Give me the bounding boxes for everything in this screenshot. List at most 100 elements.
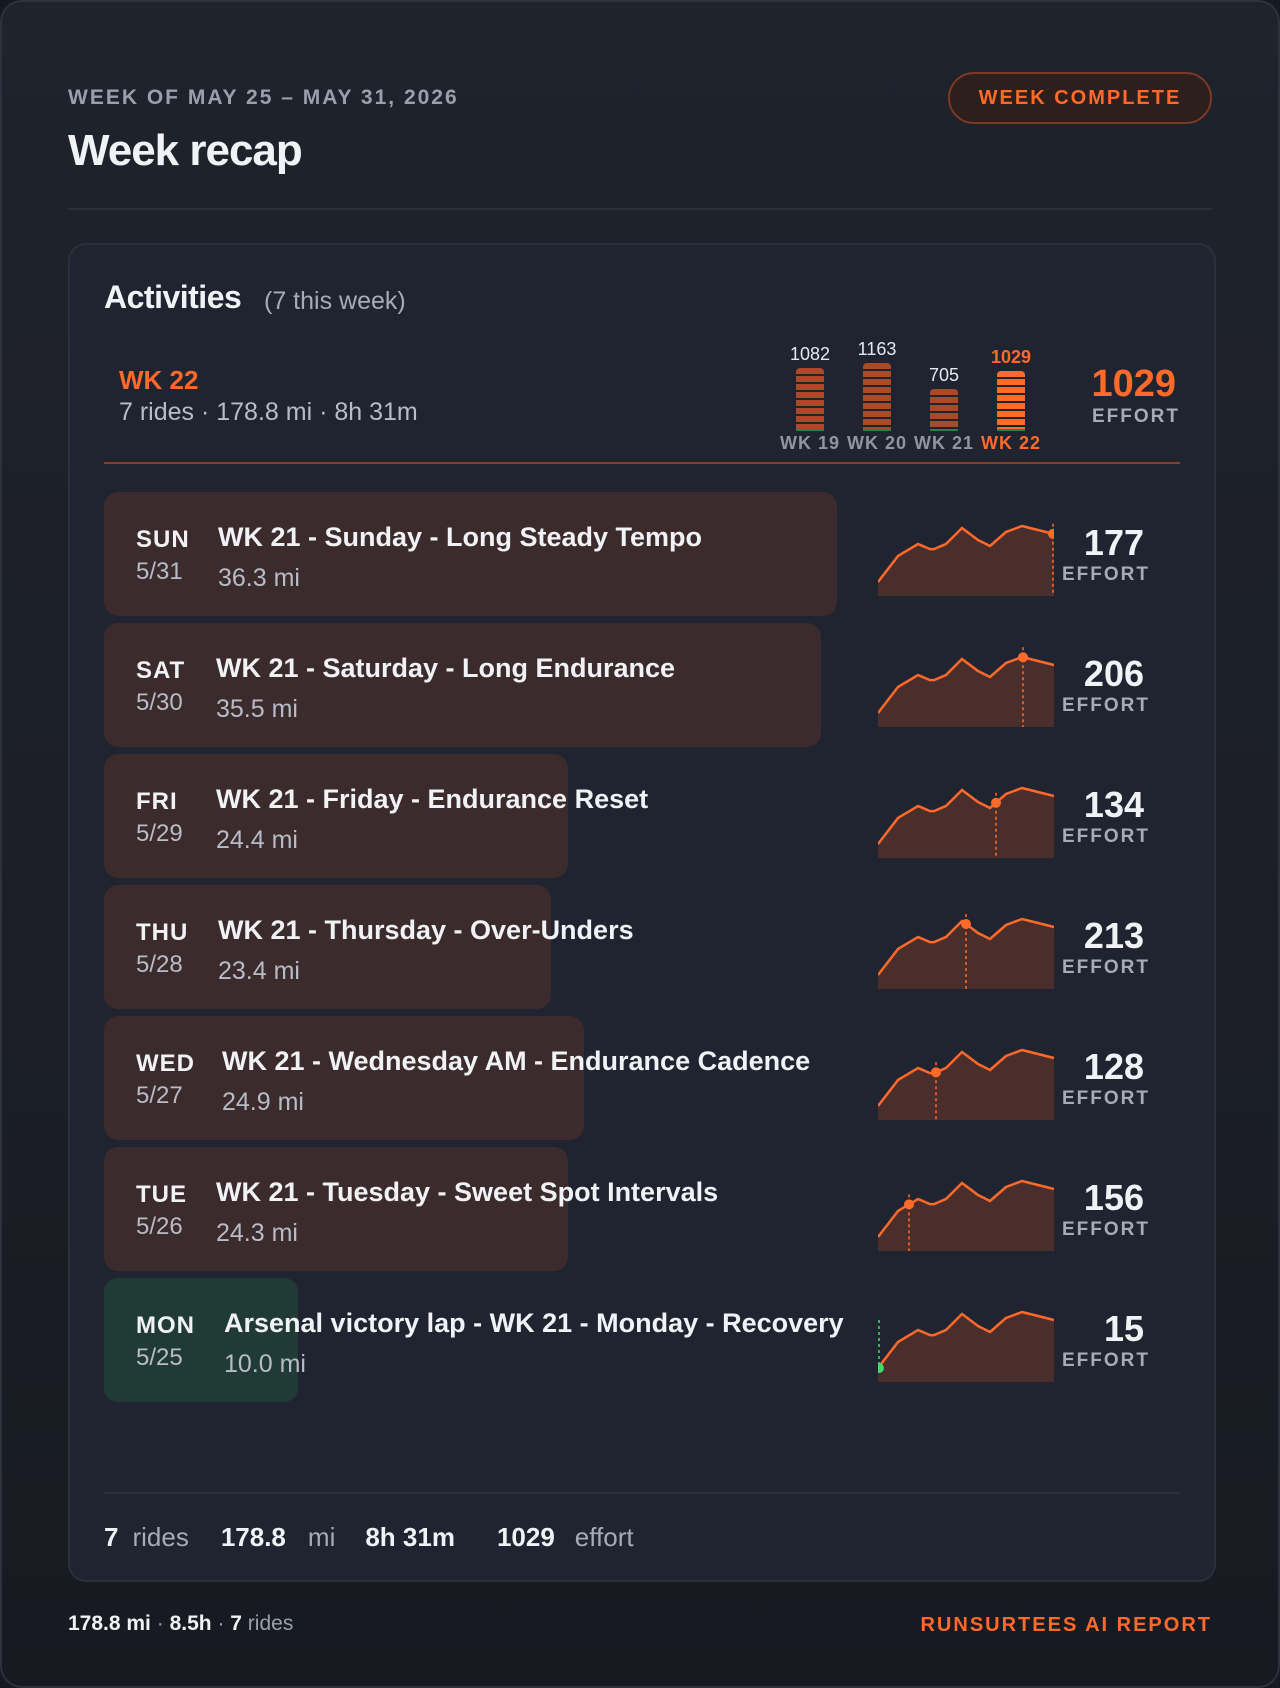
ride-distance: 36.3 mi [218,564,300,592]
ride-date: 5/30 [136,689,183,716]
week-totals: 7 rides 178.8 mi 8h 31m 1029 effort [104,1522,666,1553]
total-effort-label: EFFORT [1092,406,1180,427]
ride-row[interactable]: WED 5/27 WK 21 - Wednesday AM - Endurance … [104,1016,1182,1140]
ride-distance-bar [104,1147,568,1271]
week-summary: 7 rides · 178.8 mi · 8h 31m [119,398,418,426]
ride-effort-label: EFFORT [1062,826,1150,847]
sparkline-day-dot [904,1199,914,1210]
activities-count: (7 this week) [264,287,406,315]
ride-distance: 23.4 mi [218,957,300,985]
ride-effort-label: EFFORT [1062,1219,1150,1240]
ride-name[interactable]: WK 21 - Tuesday - Sweet Spot Intervals [216,1177,719,1207]
elevation-sparkline [878,786,1054,858]
ride-effort-label: EFFORT [1062,695,1150,716]
ride-day: SUN [136,526,190,553]
chart-bar [930,389,958,429]
totals-distance-unit: mi [307,1522,336,1552]
chart-bar-base [930,429,958,431]
chart-bar-base [997,429,1025,431]
chart-category-label: WK 20 [846,433,907,453]
sparkline-area [878,657,1054,727]
ride-effort-value: 206 [1083,653,1144,694]
week-range: WEEK OF MAY 25 – MAY 31, 2026 [68,86,459,109]
chart-column-wk-19: 1082 WK 19 [775,321,845,453]
header-divider [68,208,1212,210]
sparkline-line [878,524,1054,583]
ride-day: SAT [136,657,186,684]
ride-name[interactable]: WK 21 - Wednesday AM - Endurance Cadence [222,1046,811,1076]
totals-rides-value: 7 [104,1522,119,1552]
accent-divider [104,462,1180,464]
ride-date: 5/29 [136,820,183,847]
elevation-sparkline [878,523,1054,596]
totals-distance: 178.8 mi [221,1522,336,1553]
sparkline-day-dot [961,919,971,929]
sparkline-line [878,786,1054,845]
activities-card: Activities (7 this week) WK 22 7 rides ·… [68,243,1216,1582]
sparkline-area [878,1181,1054,1251]
sparkline-area [878,526,1054,596]
totals-distance-value: 178.8 [220,1522,286,1552]
sparkline-line [878,1048,1054,1107]
elevation-sparkline [878,914,1054,989]
sparkline-area [878,1312,1054,1382]
ride-effort-value: 213 [1083,915,1144,956]
ride-effort-label: EFFORT [1062,957,1150,978]
header: WEEK OF MAY 25 – MAY 31, 2026 Week recap… [68,72,1212,208]
ride-row[interactable]: SUN 5/31 WK 21 - Sunday - Long Steady Temp… [104,492,1182,616]
status-badge: WEEK COMPLETE [948,72,1212,124]
ride-name[interactable]: Arsenal victory lap - WK 21 - Monday - R… [224,1308,844,1338]
activities-title: Activities [104,279,242,315]
ride-effort-value: 15 [1103,1308,1144,1349]
ride-row[interactable]: FRI 5/29 WK 21 - Friday - Endurance Reset 2… [104,754,1182,878]
chart-value-label: 1082 [789,344,831,364]
ride-distance-bar [104,492,837,616]
ride-name[interactable]: WK 21 - Saturday - Long Endurance [216,653,676,683]
ride-name[interactable]: WK 21 - Friday - Endurance Reset [216,784,649,814]
weekly-effort-chart: 1082 WK 19 1163 WK 20 705 WK 21 1029 WK 22 [775,321,1075,453]
chart-value-label: 1029 [990,347,1032,367]
report-brand: RUNSURTEES AI REPORT [920,1614,1212,1636]
ride-row[interactable]: MON 5/25 Arsenal victory lap - WK 21 - Mon… [104,1278,1182,1402]
sparkline-line [878,1310,1054,1369]
ride-day: WED [136,1050,195,1077]
ride-name[interactable]: WK 21 - Thursday - Over-Unders [218,915,634,945]
elevation-sparkline [878,1310,1054,1382]
totals-divider [104,1492,1180,1494]
ride-distance-bar [104,1278,298,1402]
totals-time-value: 8h 31m [365,1522,455,1552]
elevation-sparkline [878,1048,1054,1120]
ride-day: FRI [136,788,178,815]
sparkline-area [878,919,1054,989]
ride-date: 5/27 [136,1082,183,1109]
ride-effort-label: EFFORT [1062,1088,1150,1109]
ride-date: 5/28 [136,951,183,978]
footer-summary: 178.8 mi · 8.5h · 7 rides [68,1612,293,1636]
week-label: WK 22 [119,365,199,395]
ride-day: TUE [136,1181,187,1208]
ride-distance: 35.5 mi [216,695,298,723]
ride-effort-value: 177 [1083,522,1144,563]
chart-category-label: WK 21 [913,433,974,453]
ride-day: THU [136,919,189,946]
ride-effort-label: EFFORT [1062,1350,1150,1371]
ride-distance: 24.9 mi [222,1088,304,1116]
ride-row[interactable]: TUE 5/26 WK 21 - Tuesday - Sweet Spot Inte… [104,1147,1182,1271]
chart-value-label: 705 [928,365,960,385]
footer-distance: 178.8 mi [68,1612,151,1635]
ride-row[interactable]: THU 5/28 WK 21 - Thursday - Over-Unders 23.… [104,885,1182,1009]
sparkline-area [878,788,1054,858]
ride-date: 5/31 [136,558,183,585]
sparkline-day-dot [931,1067,941,1078]
chart-column-wk-21: 705 WK 21 [909,321,979,453]
totals-rides-unit: rides [132,1522,189,1552]
totals-effort: 1029 effort [497,1522,634,1553]
ride-row[interactable]: SAT 5/30 WK 21 - Saturday - Long Endurance… [104,623,1182,747]
ride-distance: 24.3 mi [216,1219,298,1247]
totals-effort-unit: effort [574,1522,634,1552]
sparkline-area [878,1050,1054,1120]
chart-column-wk-22: 1029 WK 22 [976,321,1046,453]
ride-date: 5/26 [136,1213,183,1240]
sparkline-day-dot [1018,652,1028,663]
ride-name[interactable]: WK 21 - Sunday - Long Steady Tempo [218,522,703,552]
